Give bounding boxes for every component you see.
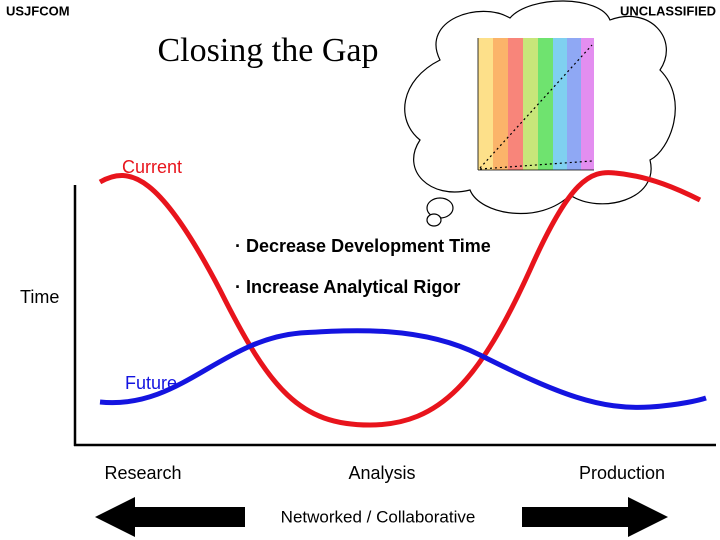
title: Closing the Gap (158, 32, 379, 69)
current-label: Current (122, 157, 182, 177)
x-label: Production (579, 463, 665, 483)
x-label: Analysis (348, 463, 415, 483)
future-label: Future (125, 373, 177, 393)
y-axis-label: Time (20, 287, 59, 307)
inset-chart (477, 38, 594, 171)
arrow-label: Networked / Collaborative (281, 507, 476, 526)
header-left: USJFCOM (6, 3, 70, 18)
bullet: · Decrease Development Time (235, 236, 491, 256)
right-arrow (522, 497, 668, 537)
left-arrow (95, 497, 245, 537)
x-label: Research (104, 463, 181, 483)
future-curve (99, 328, 707, 410)
bullet: · Increase Analytical Rigor (235, 277, 460, 297)
header-right: UNCLASSIFIED (620, 3, 716, 18)
current-curve (98, 170, 702, 428)
